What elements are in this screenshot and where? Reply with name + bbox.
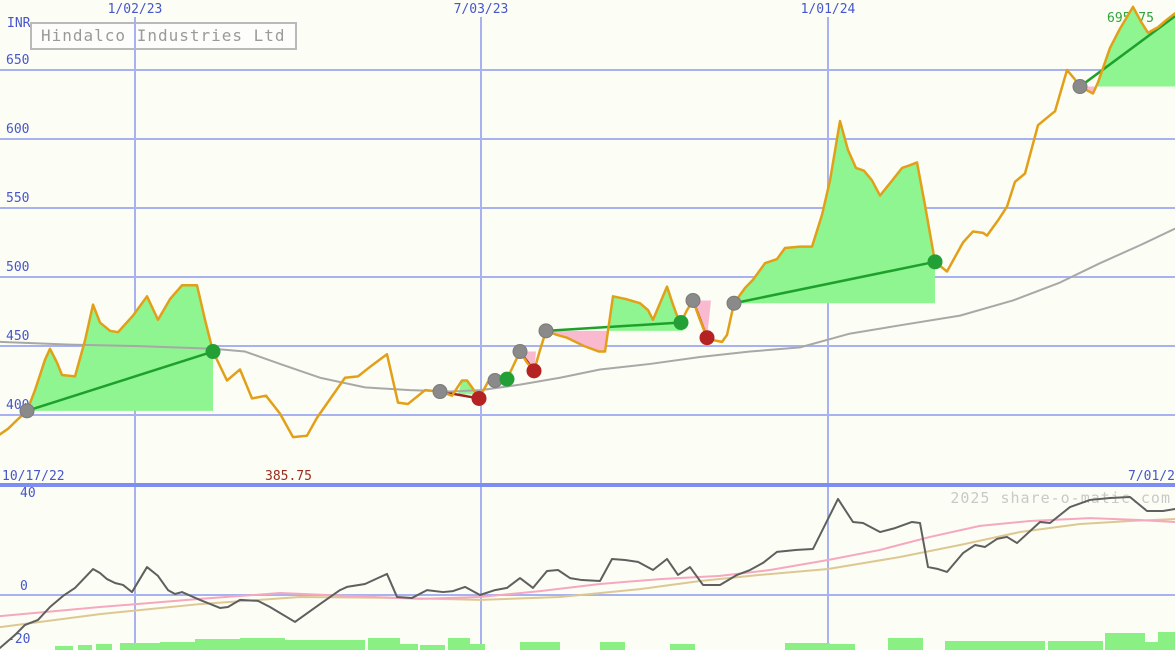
price-tick-550: 550 <box>6 191 30 206</box>
price-tick-650: 650 <box>6 53 30 68</box>
osc-tick-0: 0 <box>20 579 28 594</box>
bottom-date-start: 10/17/22 <box>2 469 65 484</box>
osc-tick-40: 40 <box>20 486 36 501</box>
low-price-label: 385.75 <box>265 469 312 484</box>
price-tick-450: 450 <box>6 329 30 344</box>
instrument-title: Hindalco Industries Ltd <box>30 22 297 50</box>
price-tick-500: 500 <box>6 260 30 275</box>
osc-tick-neg20: -20 <box>7 632 31 647</box>
price-tick-400: 400 <box>6 398 30 413</box>
price-tick-600: 600 <box>6 122 30 137</box>
top-date-3: 1/01/24 <box>800 2 856 17</box>
currency-label: INR <box>7 16 31 31</box>
watermark: 2025 share-o-matic.com <box>950 489 1171 507</box>
top-date-1: 1/02/23 <box>107 2 163 17</box>
top-date-2: 7/03/23 <box>453 2 509 17</box>
bottom-date-end: 7/01/24 <box>1128 469 1175 484</box>
high-price-label: 695.75 <box>1107 11 1154 26</box>
